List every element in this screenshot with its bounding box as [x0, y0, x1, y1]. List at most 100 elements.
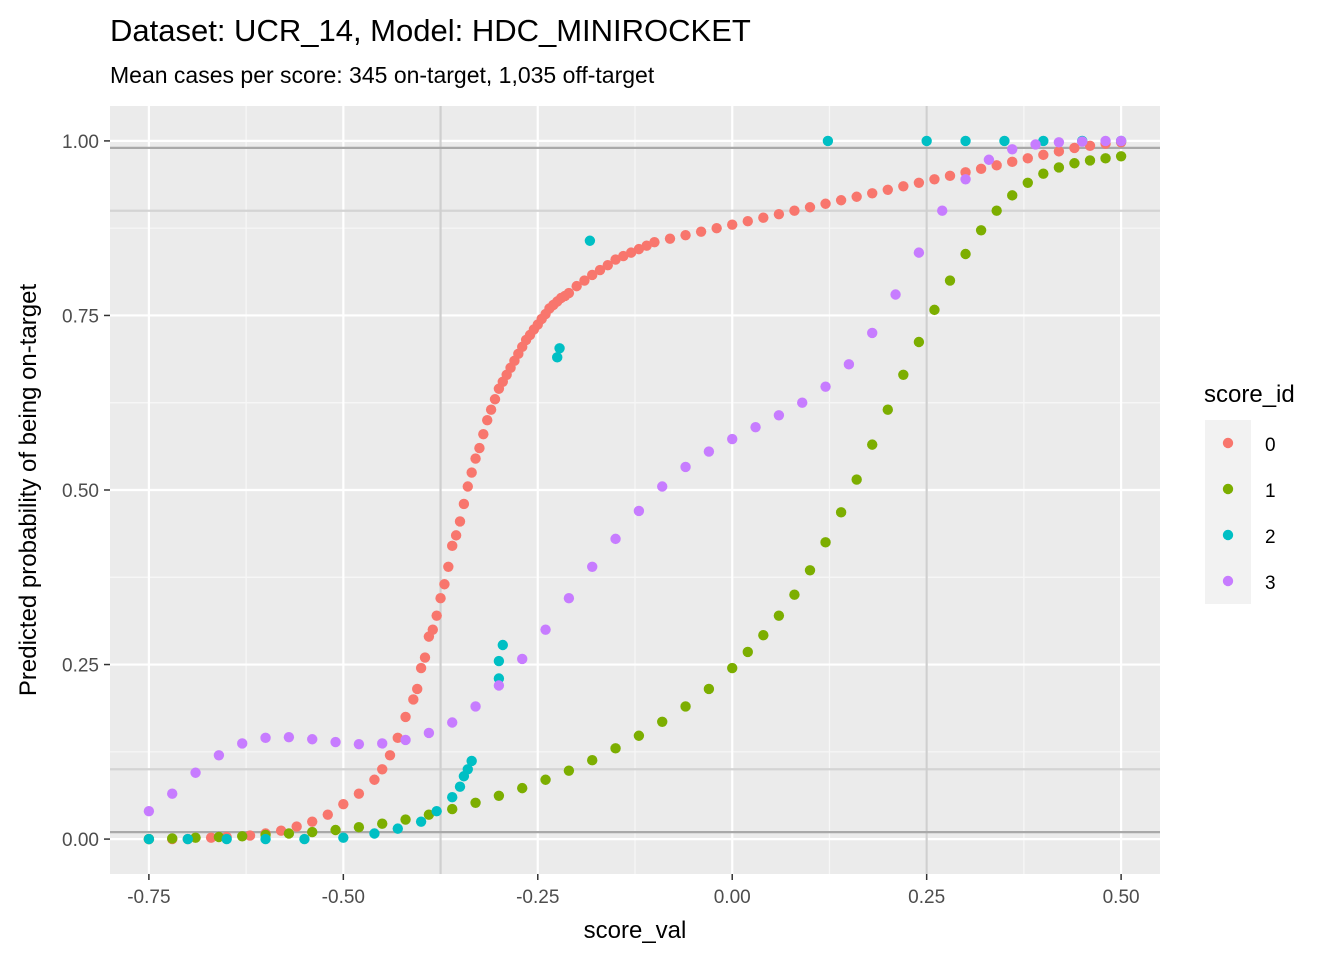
legend-title: score_id [1204, 381, 1295, 408]
data-point-series-3 [633, 505, 645, 517]
data-point-series-1 [820, 537, 831, 548]
data-point-series-2 [497, 639, 508, 651]
data-point-series-1 [804, 565, 816, 576]
data-point-series-2 [960, 135, 971, 147]
data-point-series-0 [462, 481, 473, 492]
data-point-series-0 [1022, 153, 1033, 164]
data-point-series-1 [867, 439, 878, 450]
data-point-series-1 [1038, 168, 1049, 179]
data-point-series-1 [1007, 190, 1018, 201]
data-point-series-0 [478, 428, 489, 440]
chart-subtitle: Mean cases per score: 345 on-target, 1,0… [110, 62, 655, 88]
data-point-series-1 [975, 225, 987, 236]
data-point-series-0 [466, 467, 477, 478]
data-point-series-1 [447, 803, 458, 815]
data-point-series-2 [822, 135, 834, 147]
data-point-series-2 [552, 352, 563, 363]
data-point-series-0 [625, 247, 637, 258]
data-point-series-1 [1084, 155, 1096, 166]
data-point-series-3 [890, 289, 901, 300]
data-point-series-0 [913, 177, 925, 188]
legend-key-0 [1222, 437, 1234, 449]
data-point-series-0 [820, 198, 831, 209]
x-tick-label: 0.50 [1103, 887, 1140, 908]
data-point-series-0 [727, 219, 738, 230]
data-point-series-0 [641, 240, 652, 251]
y-axis-ticks: 0.00 0.25 0.50 0.75 1.00 [62, 132, 110, 851]
data-point-series-1 [835, 507, 847, 518]
data-point-series-3 [167, 788, 178, 799]
data-point-series-3 [330, 736, 341, 748]
data-point-series-3 [773, 410, 785, 421]
data-point-series-1 [237, 831, 248, 842]
data-point-series-0 [1007, 156, 1018, 168]
data-point-series-0 [975, 163, 987, 175]
y-axis-label: Predicted probability of being on-target [15, 284, 42, 697]
data-point-series-2 [921, 135, 932, 147]
data-point-series-0 [485, 404, 497, 415]
data-point-series-0 [1053, 146, 1065, 157]
y-tick-label: 0.50 [62, 481, 99, 502]
data-point-series-0 [431, 610, 442, 621]
data-point-series-0 [610, 254, 621, 265]
data-point-series-0 [415, 662, 427, 674]
data-point-series-3 [307, 734, 318, 745]
data-point-series-3 [400, 734, 411, 746]
data-point-series-3 [1053, 137, 1065, 148]
data-point-series-3 [143, 805, 155, 817]
data-point-series-1 [353, 822, 365, 833]
data-point-series-0 [392, 732, 403, 744]
data-point-series-2 [493, 655, 505, 667]
x-tick-label: -0.25 [516, 887, 559, 908]
data-point-series-1 [929, 304, 940, 316]
data-point-series-0 [882, 184, 893, 195]
data-point-series-1 [563, 765, 575, 776]
data-point-series-0 [353, 788, 365, 799]
data-point-series-1 [167, 833, 178, 844]
y-tick-label: 0.25 [62, 656, 99, 677]
y-tick-label: 0.00 [62, 830, 99, 851]
data-point-series-0 [482, 414, 493, 426]
legend-key-3 [1222, 575, 1234, 587]
data-point-series-0 [205, 832, 217, 843]
data-point-series-0 [369, 774, 380, 785]
data-point-series-0 [773, 209, 785, 220]
data-point-series-1 [742, 646, 753, 658]
data-point-series-0 [419, 652, 431, 663]
data-point-series-0 [489, 394, 501, 405]
data-point-series-3 [423, 727, 435, 739]
data-point-series-1 [703, 683, 715, 695]
data-point-series-0 [1069, 142, 1080, 154]
data-point-series-0 [633, 243, 645, 255]
data-point-series-1 [1022, 177, 1033, 188]
x-axis-ticks: -0.75 -0.50 -0.25 0.00 0.25 0.50 [127, 874, 1140, 908]
data-point-series-2 [454, 781, 466, 792]
data-point-series-0 [458, 498, 470, 510]
data-point-series-3 [283, 731, 295, 743]
data-point-series-3 [353, 738, 365, 750]
data-point-series-3 [540, 624, 551, 635]
x-tick-label: 0.25 [908, 887, 945, 908]
data-point-series-1 [773, 610, 785, 621]
data-point-series-0 [991, 160, 1002, 171]
data-point-series-1 [517, 782, 528, 794]
data-point-series-0 [1084, 140, 1096, 151]
data-point-series-0 [711, 222, 722, 234]
data-point-series-1 [377, 818, 388, 829]
data-point-series-1 [1100, 153, 1111, 164]
data-point-series-1 [913, 336, 925, 348]
data-point-series-1 [1053, 162, 1065, 173]
data-point-series-3 [470, 701, 481, 712]
data-point-series-2 [369, 828, 380, 839]
data-point-series-3 [517, 653, 528, 665]
data-point-series-0 [454, 516, 466, 527]
data-point-series-2 [392, 823, 403, 834]
data-point-series-3 [237, 738, 248, 749]
data-point-series-3 [750, 421, 761, 433]
data-point-series-1 [944, 275, 956, 286]
data-point-series-0 [1038, 149, 1049, 161]
data-point-series-3 [843, 359, 855, 370]
x-tick-label: 0.00 [714, 887, 751, 908]
data-point-series-2 [1038, 135, 1049, 147]
data-point-series-1 [851, 474, 862, 485]
